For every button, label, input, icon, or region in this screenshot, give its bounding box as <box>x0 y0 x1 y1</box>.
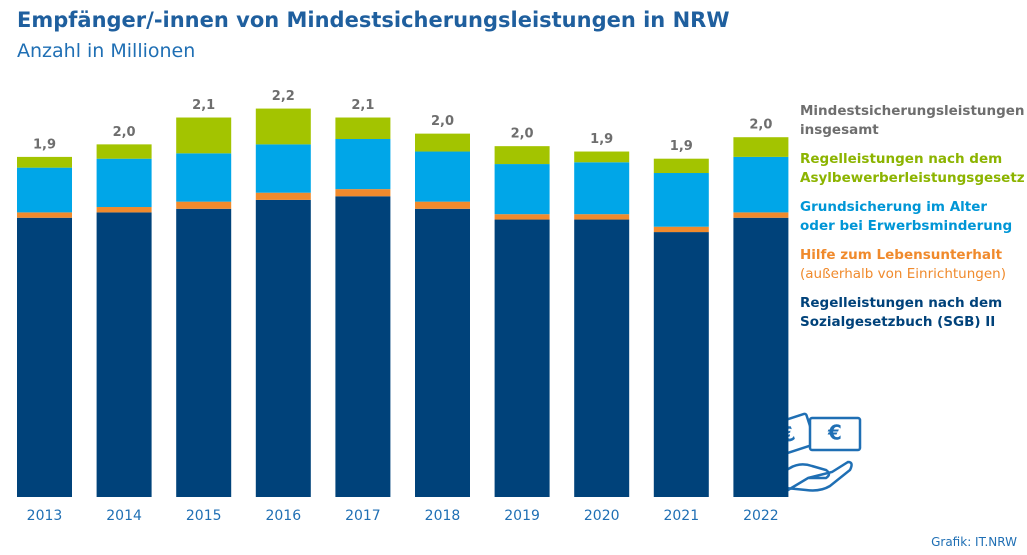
bar-segment <box>255 108 311 145</box>
bar-segment <box>176 208 232 497</box>
bar-segment <box>415 208 470 497</box>
total-label: 1,9 <box>590 132 613 147</box>
total-label: 1,9 <box>33 137 56 152</box>
legend-label: Regelleistungen nach dem Sozialgesetzbuc… <box>800 295 1003 330</box>
bar-segment <box>494 214 550 220</box>
legend: Mindestsicherungsleistungen insgesamt Reg… <box>800 102 1025 342</box>
bar-segment <box>17 217 72 497</box>
bar-segment <box>494 146 550 165</box>
bar-segment <box>255 144 311 193</box>
legend-label: Regelleistungen nach dem Asylbewerberlei… <box>800 151 1025 186</box>
bar-segment <box>335 139 391 190</box>
bar-segment <box>415 201 470 209</box>
bar-segment <box>255 199 311 498</box>
bar-segment <box>574 162 630 215</box>
x-tick-label: 2020 <box>584 508 620 524</box>
total-label: 2,0 <box>749 118 772 133</box>
x-tick-label: 2019 <box>504 508 540 524</box>
bar-segment <box>96 158 152 208</box>
bar-segment <box>733 212 789 218</box>
bar-segment <box>494 219 550 498</box>
bar-segment <box>653 158 709 174</box>
total-label: 2,0 <box>431 114 454 129</box>
bar-segment <box>335 189 391 197</box>
bar-segment <box>415 133 470 152</box>
x-tick-label: 2016 <box>265 508 301 524</box>
bar-segment <box>574 214 630 220</box>
chart-subtitle: Anzahl in Millionen <box>17 40 196 62</box>
bar-segment <box>733 217 789 497</box>
legend-note: (außerhalb von Einrichtungen) <box>800 266 1006 282</box>
bar-segment <box>176 201 232 209</box>
legend-entry: Mindestsicherungsleistungen insgesamt <box>800 103 1025 138</box>
bar-segment <box>653 173 709 227</box>
legend-entry: Regelleistungen nach dem Sozialgesetzbuc… <box>800 294 1025 332</box>
legend-label: Hilfe zum Lebensunterhalt <box>800 247 1003 263</box>
chart-title: Empfänger/-innen von Mindestsicherungsle… <box>17 8 730 32</box>
x-tick-label: 2017 <box>345 508 381 524</box>
total-label: 2,0 <box>511 127 534 142</box>
bar-segment <box>415 151 470 202</box>
x-tick-label: 2015 <box>186 508 222 524</box>
legend-entry: Regelleistungen nach dem Asylbewerberlei… <box>800 150 1025 188</box>
bar-segment <box>176 117 232 154</box>
x-tick-label: 2018 <box>425 508 461 524</box>
x-tick-label: 2022 <box>743 508 779 524</box>
total-label: 2,1 <box>192 98 215 113</box>
source: Grafik: IT.NRW <box>931 535 1017 549</box>
bar-segment <box>574 151 630 163</box>
x-tick-label: 2021 <box>663 508 699 524</box>
bar-segment <box>176 153 232 202</box>
legend-entry: Grundsicherung im Alter oder bei Erwerbs… <box>800 198 1025 236</box>
total-label: 2,2 <box>272 89 295 104</box>
bar-segment <box>17 156 72 168</box>
total-label: 2,0 <box>113 125 136 140</box>
bar-segment <box>255 192 311 200</box>
total-label: 1,9 <box>670 139 693 154</box>
bar-segment <box>733 156 789 213</box>
bar-segment <box>335 117 391 139</box>
bar-segment <box>653 232 709 497</box>
bar-segment <box>494 164 550 215</box>
bar-segment <box>653 226 709 233</box>
bar-segment <box>96 207 152 213</box>
bar-segment <box>96 212 152 497</box>
legend-label: Grundsicherung im Alter oder bei Erwerbs… <box>800 199 1013 234</box>
total-label: 2,1 <box>351 98 374 113</box>
svg-text:€: € <box>827 421 842 445</box>
bar-segment <box>733 137 789 157</box>
x-tick-label: 2013 <box>27 508 63 524</box>
legend-entry: Hilfe zum Lebensunterhalt (außerhalb von … <box>800 246 1025 284</box>
bar-segment <box>574 219 630 498</box>
bar-segment <box>17 212 72 218</box>
bar-segment <box>17 167 72 213</box>
x-tick-label: 2014 <box>106 508 142 524</box>
bar-segment <box>335 196 391 497</box>
bar-segment <box>96 144 152 159</box>
